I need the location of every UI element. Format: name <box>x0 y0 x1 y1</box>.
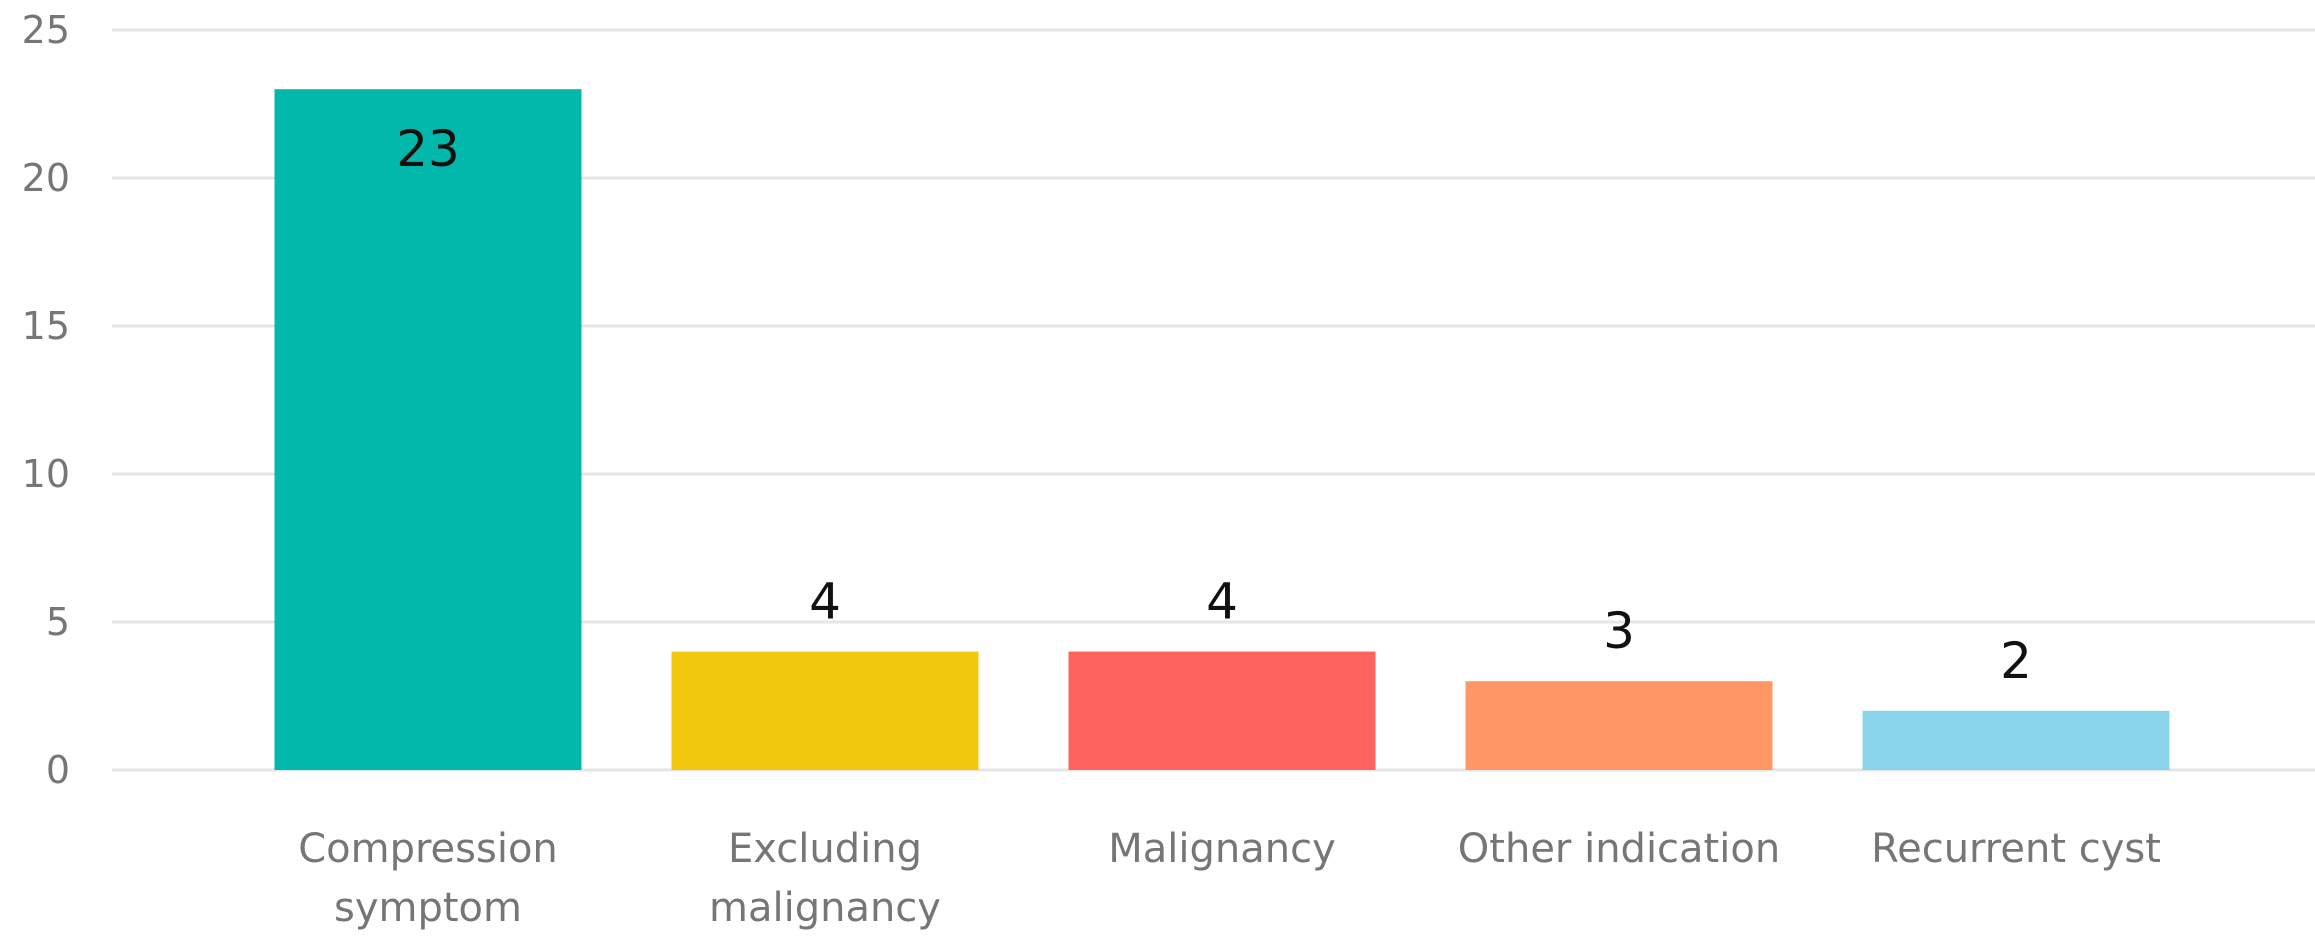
y-tick-label: 10 <box>22 452 70 496</box>
y-tick-label: 15 <box>22 304 70 348</box>
bar <box>1465 681 1773 770</box>
bar <box>1862 710 2170 770</box>
data-label: 3 <box>1603 602 1635 660</box>
x-tick-label: Malignancy <box>1108 826 1336 872</box>
x-tick-label: malignancy <box>709 885 941 931</box>
y-tick-label: 20 <box>22 156 70 200</box>
bar <box>671 651 979 770</box>
x-axis-ticks: Compression symptom Excluding malignancy Mal… <box>298 826 2161 931</box>
x-tick-label: Excluding <box>728 826 922 872</box>
y-axis-ticks: 0 5 10 15 20 25 <box>22 8 70 792</box>
data-label: 2 <box>2000 632 2032 690</box>
y-tick-label: 0 <box>46 748 70 792</box>
data-labels: 23 4 4 3 2 <box>396 120 2032 690</box>
x-tick-label: Recurrent cyst <box>1871 826 2161 872</box>
y-tick-label: 5 <box>46 600 70 644</box>
bar <box>274 89 582 770</box>
bars <box>274 89 2170 770</box>
x-tick-label: symptom <box>334 885 522 931</box>
y-tick-label: 25 <box>22 8 70 52</box>
data-label: 23 <box>396 120 460 178</box>
data-label: 4 <box>1206 573 1238 631</box>
bar <box>1068 651 1376 770</box>
x-tick-label: Compression <box>298 826 558 872</box>
x-tick-label: Other indication <box>1458 826 1780 872</box>
data-label: 4 <box>809 573 841 631</box>
